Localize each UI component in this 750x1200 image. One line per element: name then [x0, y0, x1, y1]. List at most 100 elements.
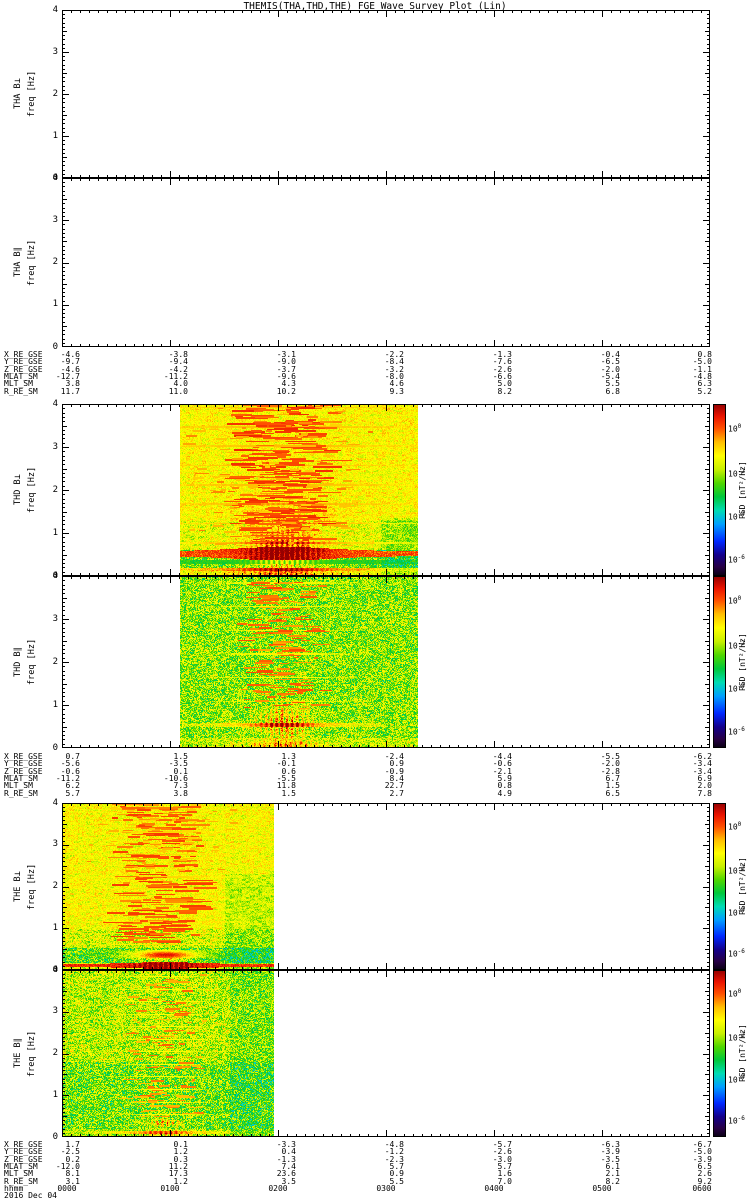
- the-bpar-colorbar-tick-label: 10-2: [728, 1031, 745, 1043]
- tha-bperp-panel-label: THA B⊥: [13, 78, 23, 110]
- date-label: 2016 Dec 04: [4, 1191, 57, 1200]
- ephemeris-value: 8.4: [389, 773, 404, 783]
- ephemeris-row-label-tha-r_re_sm: R_RE_SM: [4, 386, 38, 396]
- ephemeris-value: 6.7: [605, 773, 620, 783]
- ephemeris-value: 7.0: [497, 1176, 512, 1186]
- the-bperp-colorbar-axis-label: PSD [nT²/Hz]: [738, 857, 747, 916]
- thd-bpar-ytick-0: 0: [52, 742, 58, 753]
- the-bpar-ytick-4: 4: [52, 964, 58, 975]
- ephemeris-value: -2.1: [492, 766, 512, 776]
- the-bpar-colorbar: [713, 970, 726, 1137]
- ephemeris-value: 5.7: [497, 1161, 512, 1171]
- tha-bperp-ytick-0: 0: [52, 172, 58, 183]
- thd-bpar-spectrogram: [62, 576, 710, 748]
- the-bpar-colorbar-tick-label: 10-4: [728, 1073, 745, 1085]
- ephemeris-value: 3.8: [173, 788, 188, 798]
- ephemeris-value: 9.3: [389, 386, 404, 396]
- ephemeris-value: 0.7: [65, 752, 80, 761]
- the-bpar-freq-axis-label: freq [Hz]: [27, 1030, 37, 1077]
- thd-bpar-panel-label: THD B∥: [13, 647, 23, 677]
- ephemeris-value: -6.7: [692, 1140, 712, 1149]
- the-bpar-ytick-1: 1: [52, 1089, 58, 1100]
- the-bperp-ytick-3: 3: [52, 839, 58, 850]
- ephemeris-value: 1.2: [173, 1147, 188, 1157]
- ephemeris-row-label-the-mlt_sm: MLT_SM: [4, 1169, 33, 1179]
- tha-bpar-ytick-4: 4: [52, 172, 58, 183]
- ephemeris-value: -1.2: [384, 1147, 404, 1157]
- tha-bperp-spectrogram: [62, 10, 710, 178]
- ephemeris-value: -1.3: [492, 350, 512, 359]
- thd-bpar-ytick-3: 3: [52, 613, 58, 624]
- tha-bperp-freq-axis-label: freq [Hz]: [27, 70, 37, 118]
- ephemeris-value: 1.5: [173, 752, 188, 761]
- time-tick-label-0100: 0100: [160, 1183, 180, 1193]
- ephemeris-value: -0.1: [276, 759, 296, 769]
- thd-bpar-colorbar-tick-label: 10-4: [728, 682, 745, 694]
- ephemeris-value: 7.4: [281, 1161, 296, 1171]
- the-bperp-freq-axis-label: freq [Hz]: [27, 863, 37, 910]
- the-bpar-ytick-0: 0: [52, 1131, 58, 1142]
- ephemeris-row-label-thd-x_re_gse: X_RE_GSE: [4, 752, 43, 761]
- ephemeris-value: 0.9: [389, 1169, 404, 1179]
- the-bperp-ytick-4: 4: [52, 797, 58, 808]
- the-bperp-panel-label: THE B⊥: [13, 871, 23, 902]
- ephemeris-value: 1.7: [65, 1140, 80, 1149]
- thd-bpar-ytick-4: 4: [52, 570, 58, 581]
- ephemeris-value: 8.1: [65, 1169, 80, 1179]
- ephemeris-value: -3.2: [384, 364, 404, 374]
- tha-bperp-ytick-4: 4: [52, 4, 58, 15]
- ephemeris-value: -3.1: [276, 350, 296, 359]
- ephemeris-value: -0.4: [600, 350, 620, 359]
- ephemeris-value: 5.0: [497, 379, 512, 389]
- ephemeris-row-label-tha-mlat_sm: MLAT_SM: [4, 371, 38, 381]
- thd-bpar-ytick-1: 1: [52, 699, 58, 710]
- ephemeris-value: 7.8: [697, 788, 712, 798]
- ephemeris-row-label-tha-z_re_gse: Z_RE_GSE: [4, 364, 43, 374]
- ephemeris-row-label-tha-y_re_gse: Y_RE_GSE: [4, 357, 43, 367]
- ephemeris-value: 5.7: [65, 788, 80, 798]
- ephemeris-value: 22.7: [384, 781, 404, 791]
- ephemeris-value: -2.3: [384, 1154, 404, 1164]
- ephemeris-value: -3.5: [168, 759, 188, 769]
- ephemeris-value: -5.0: [692, 357, 712, 367]
- ephemeris-value: 7.3: [173, 781, 188, 791]
- tha-bpar-ytick-3: 3: [52, 214, 58, 225]
- thd-bperp-colorbar-axis-label: PSD [nT²/Hz]: [738, 461, 747, 519]
- ephemeris-row-label-the-z_re_gse: Z_RE_GSE: [4, 1154, 43, 1164]
- ephemeris-value: 0.4: [281, 1147, 296, 1157]
- thd-bperp-ytick-0: 0: [52, 570, 58, 581]
- ephemeris-value: 4.3: [281, 379, 296, 389]
- ephemeris-row-label-the-y_re_gse: Y_RE_GSE: [4, 1147, 43, 1157]
- time-tick-label-0200: 0200: [268, 1183, 288, 1193]
- the-bpar-panel-label: THE B∥: [13, 1038, 23, 1069]
- ephemeris-value: 5.9: [497, 773, 512, 783]
- the-bpar-colorbar-tick-label: 10-6: [728, 1115, 745, 1126]
- the-bpar-colorbar-axis-label: PSD [nT²/Hz]: [738, 1024, 747, 1083]
- ephemeris-value: -5.5: [600, 752, 620, 761]
- the-bpar-ytick-3: 3: [52, 1006, 58, 1017]
- thd-bperp-colorbar-tick-label: 10-4: [728, 510, 745, 522]
- ephemeris-value: 5.7: [389, 1161, 404, 1171]
- ephemeris-value: -3.8: [168, 350, 188, 359]
- ephemeris-value: -11.2: [163, 371, 188, 381]
- the-bperp-colorbar: [713, 803, 726, 970]
- ephemeris-value: 1.2: [173, 1176, 188, 1186]
- ephemeris-value: -0.9: [384, 766, 404, 776]
- ephemeris-value: -3.0: [492, 1154, 512, 1164]
- ephemeris-value: 3.1: [65, 1176, 80, 1186]
- ephemeris-value: 8.2: [497, 386, 512, 396]
- ephemeris-value: 6.2: [65, 781, 80, 791]
- thd-bperp-colorbar-tick-label: 10-2: [728, 467, 745, 479]
- ephemeris-value: -3.9: [600, 1147, 620, 1157]
- ephemeris-value: 6.1: [605, 1161, 620, 1171]
- ephemeris-value: 23.6: [276, 1169, 296, 1179]
- the-bpar-colorbar-tick-label: 100: [728, 988, 742, 1000]
- the-bperp-colorbar-tick-label: 10-6: [728, 948, 745, 959]
- tha-bpar-ytick-0: 0: [52, 341, 58, 352]
- tha-bpar-spectrogram: [62, 178, 710, 347]
- ephemeris-value: 1.5: [605, 781, 620, 791]
- ephemeris-value: 3.5: [281, 1176, 296, 1186]
- ephemeris-value: -0.6: [60, 766, 80, 776]
- the-bpar-ytick-2: 2: [52, 1048, 58, 1058]
